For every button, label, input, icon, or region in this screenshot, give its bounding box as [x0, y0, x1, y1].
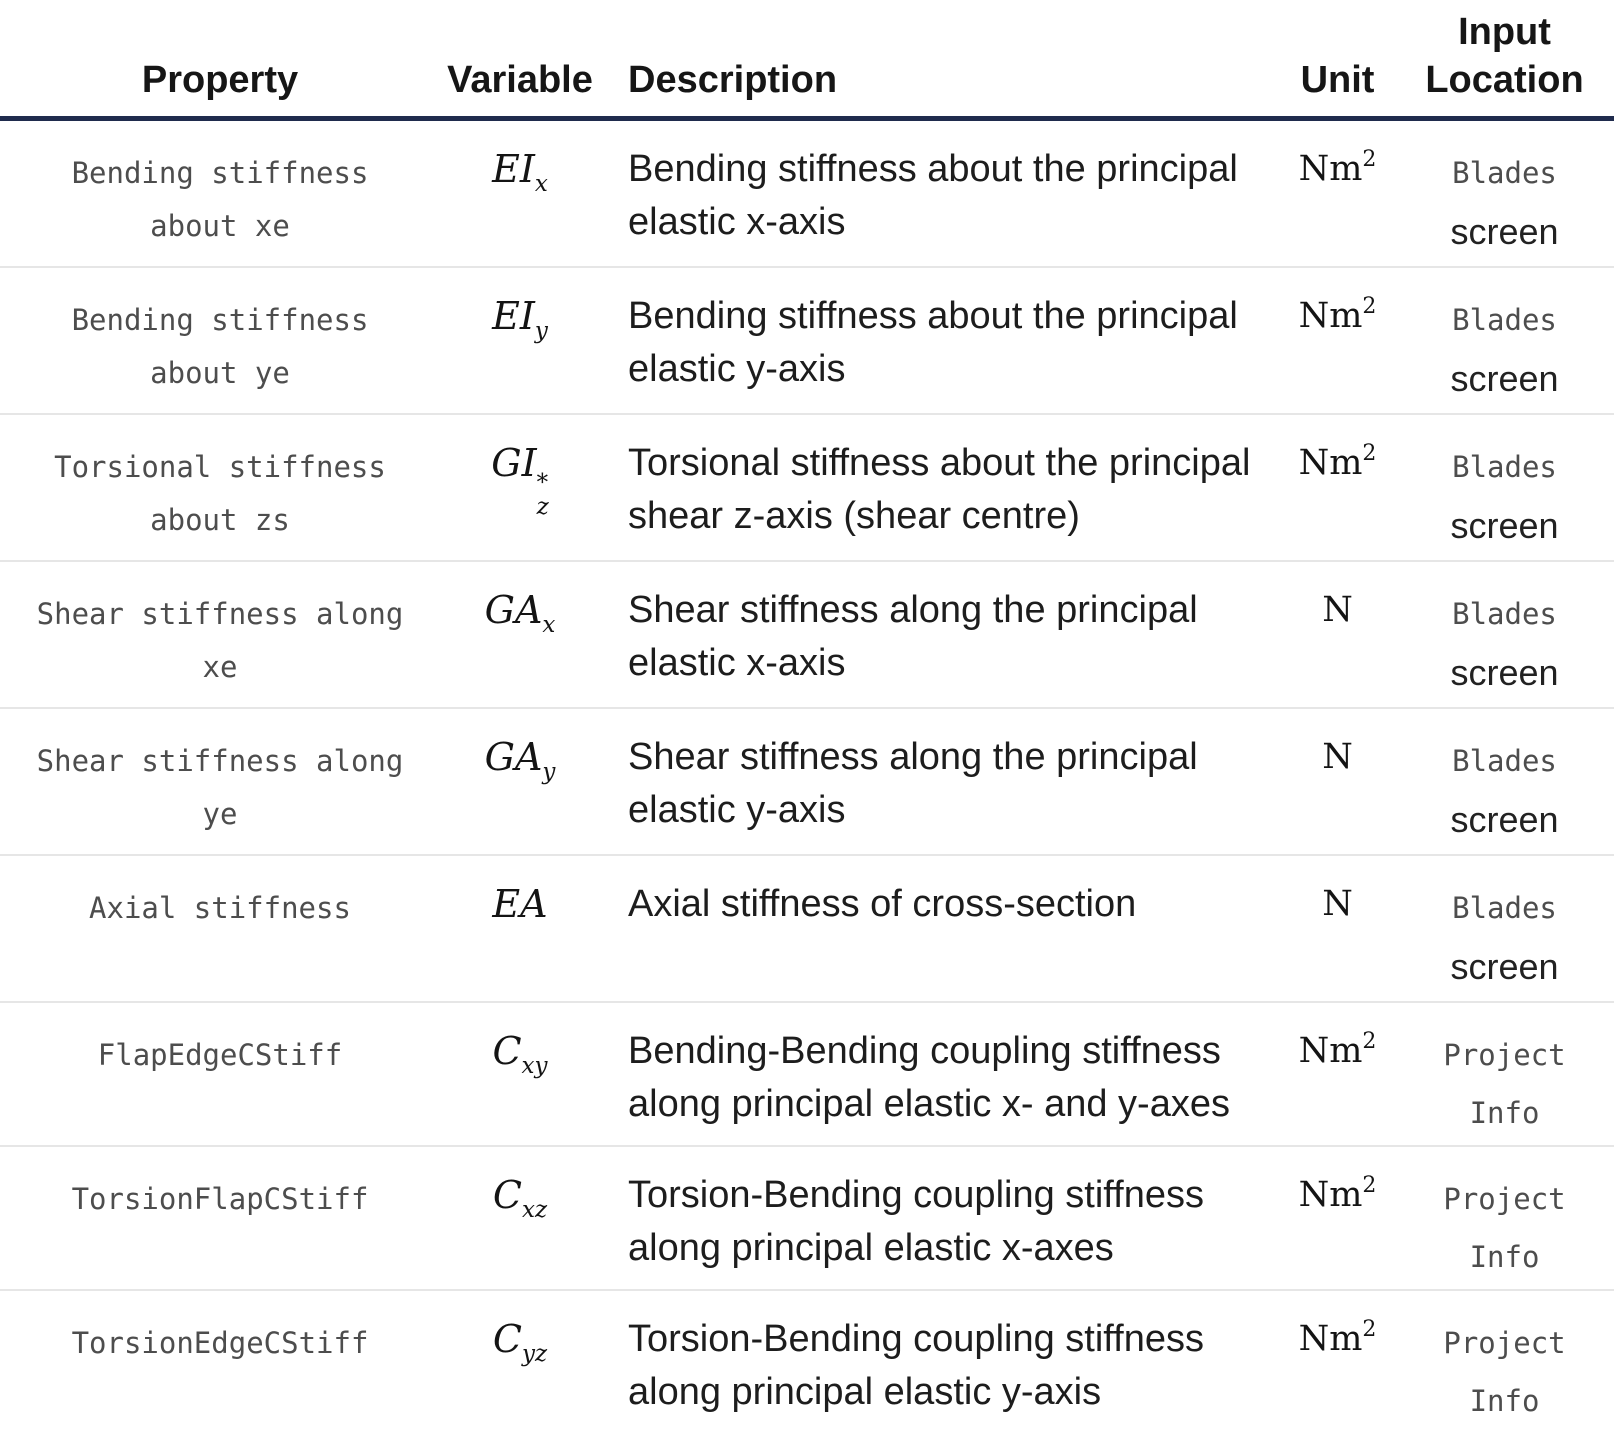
variable-symbol: Cxy — [492, 1029, 548, 1079]
column-header-unit: Unit — [1280, 0, 1395, 121]
unit-value: Nm2 — [1298, 441, 1377, 484]
unit-value: N — [1322, 884, 1353, 924]
table-row: FlapEdgeCStiff Cxy Bending-Bending coupl… — [0, 1001, 1614, 1146]
description-text: Torsion-Bending coupling stiffness along… — [628, 1174, 1204, 1269]
unit-value: Nm2 — [1298, 1029, 1377, 1072]
description-text: Shear stiffness along the principal elas… — [628, 589, 1198, 684]
unit-value: Nm2 — [1298, 1317, 1377, 1360]
column-header-input-location: Input Location — [1395, 0, 1614, 121]
input-location: Blades screen — [1395, 854, 1614, 1002]
input-location: Blades screen — [1395, 707, 1614, 855]
variable-symbol: EIy — [492, 294, 548, 344]
description-text: Bending stiffness about the principal el… — [628, 295, 1238, 390]
variable-symbol: GAy — [484, 735, 556, 785]
table-row: Bending stiffness about ye EIy Bending s… — [0, 266, 1614, 414]
input-location: Blades screen — [1395, 119, 1614, 268]
description-text: Axial stiffness of cross-section — [628, 883, 1137, 925]
input-location-line: screen — [1450, 652, 1559, 693]
unit-value: Nm2 — [1298, 147, 1377, 190]
variable-symbol: EIx — [492, 147, 548, 197]
input-location: Project Info — [1395, 1289, 1614, 1433]
input-location-line: screen — [1450, 358, 1559, 399]
property-name: Bending stiffness about ye — [71, 303, 369, 390]
table-row: Bending stiffness about xe EIx Bending s… — [0, 119, 1614, 268]
table-row: TorsionEdgeCStiff Cyz Torsion-Bending co… — [0, 1289, 1614, 1433]
input-location-line: Project — [1443, 1182, 1566, 1216]
input-location-line: Project — [1443, 1326, 1566, 1360]
variable-symbol: Cyz — [492, 1317, 548, 1367]
input-location: Project Info — [1395, 1145, 1614, 1290]
variable-symbol: Cxz — [492, 1173, 548, 1223]
property-name: Torsional stiffness about zs — [54, 450, 386, 537]
column-header-description: Description — [600, 0, 1280, 121]
table-row: TorsionFlapCStiff Cxz Torsion-Bending co… — [0, 1145, 1614, 1290]
property-name: TorsionFlapCStiff — [71, 1182, 369, 1216]
table-row: Axial stiffness EA Axial stiffness of cr… — [0, 854, 1614, 1002]
input-location-line: screen — [1450, 799, 1559, 840]
variable-symbol: EA — [492, 882, 548, 926]
input-location: Blades screen — [1395, 266, 1614, 414]
variable-symbol: GI * z — [491, 441, 549, 520]
input-location-line: Blades — [1452, 744, 1557, 778]
input-location: Blades screen — [1395, 413, 1614, 561]
description-text: Torsional stiffness about the principal … — [628, 442, 1251, 537]
input-location-line: Info — [1469, 1384, 1540, 1418]
description-text: Bending-Bending coupling stiffness along… — [628, 1030, 1230, 1125]
column-header-variable: Variable — [440, 0, 600, 121]
description-text: Bending stiffness about the principal el… — [628, 148, 1238, 243]
unit-value: Nm2 — [1298, 294, 1377, 337]
table-row: Torsional stiffness about zs GI * z Torsio… — [0, 413, 1614, 561]
property-name: Shear stiffness along ye — [36, 744, 404, 831]
description-text: Shear stiffness along the principal elas… — [628, 736, 1198, 831]
input-location-line: Blades — [1452, 156, 1557, 190]
input-location-line: Blades — [1452, 597, 1557, 631]
unit-value: N — [1322, 590, 1353, 630]
unit-value: N — [1322, 737, 1353, 777]
property-name: Shear stiffness along xe — [36, 597, 404, 684]
input-location-line: screen — [1450, 946, 1559, 987]
table-row: Shear stiffness along xe GAx Shear stiff… — [0, 560, 1614, 708]
input-location-line: Blades — [1452, 450, 1557, 484]
input-location-line: screen — [1450, 505, 1559, 546]
input-location-line: Info — [1469, 1096, 1540, 1130]
table-header-row: Property Variable Description Unit Input… — [0, 0, 1614, 121]
input-location-line: screen — [1450, 211, 1559, 252]
input-location: Blades screen — [1395, 560, 1614, 708]
variable-scripts: * z — [536, 470, 549, 520]
property-name: Axial stiffness — [89, 891, 351, 925]
input-location-line: Blades — [1452, 303, 1557, 337]
description-text: Torsion-Bending coupling stiffness along… — [628, 1318, 1204, 1413]
input-location-line: Blades — [1452, 891, 1557, 925]
variable-symbol: GAx — [484, 588, 556, 638]
input-location-line: Info — [1469, 1240, 1540, 1274]
property-name: FlapEdgeCStiff — [97, 1038, 343, 1072]
input-location-line: Project — [1443, 1038, 1566, 1072]
column-header-property: Property — [0, 0, 440, 121]
property-name: TorsionEdgeCStiff — [71, 1326, 369, 1360]
table-row: Shear stiffness along ye GAy Shear stiff… — [0, 707, 1614, 855]
property-name: Bending stiffness about xe — [71, 156, 369, 243]
unit-value: Nm2 — [1298, 1173, 1377, 1216]
input-location: Project Info — [1395, 1001, 1614, 1146]
